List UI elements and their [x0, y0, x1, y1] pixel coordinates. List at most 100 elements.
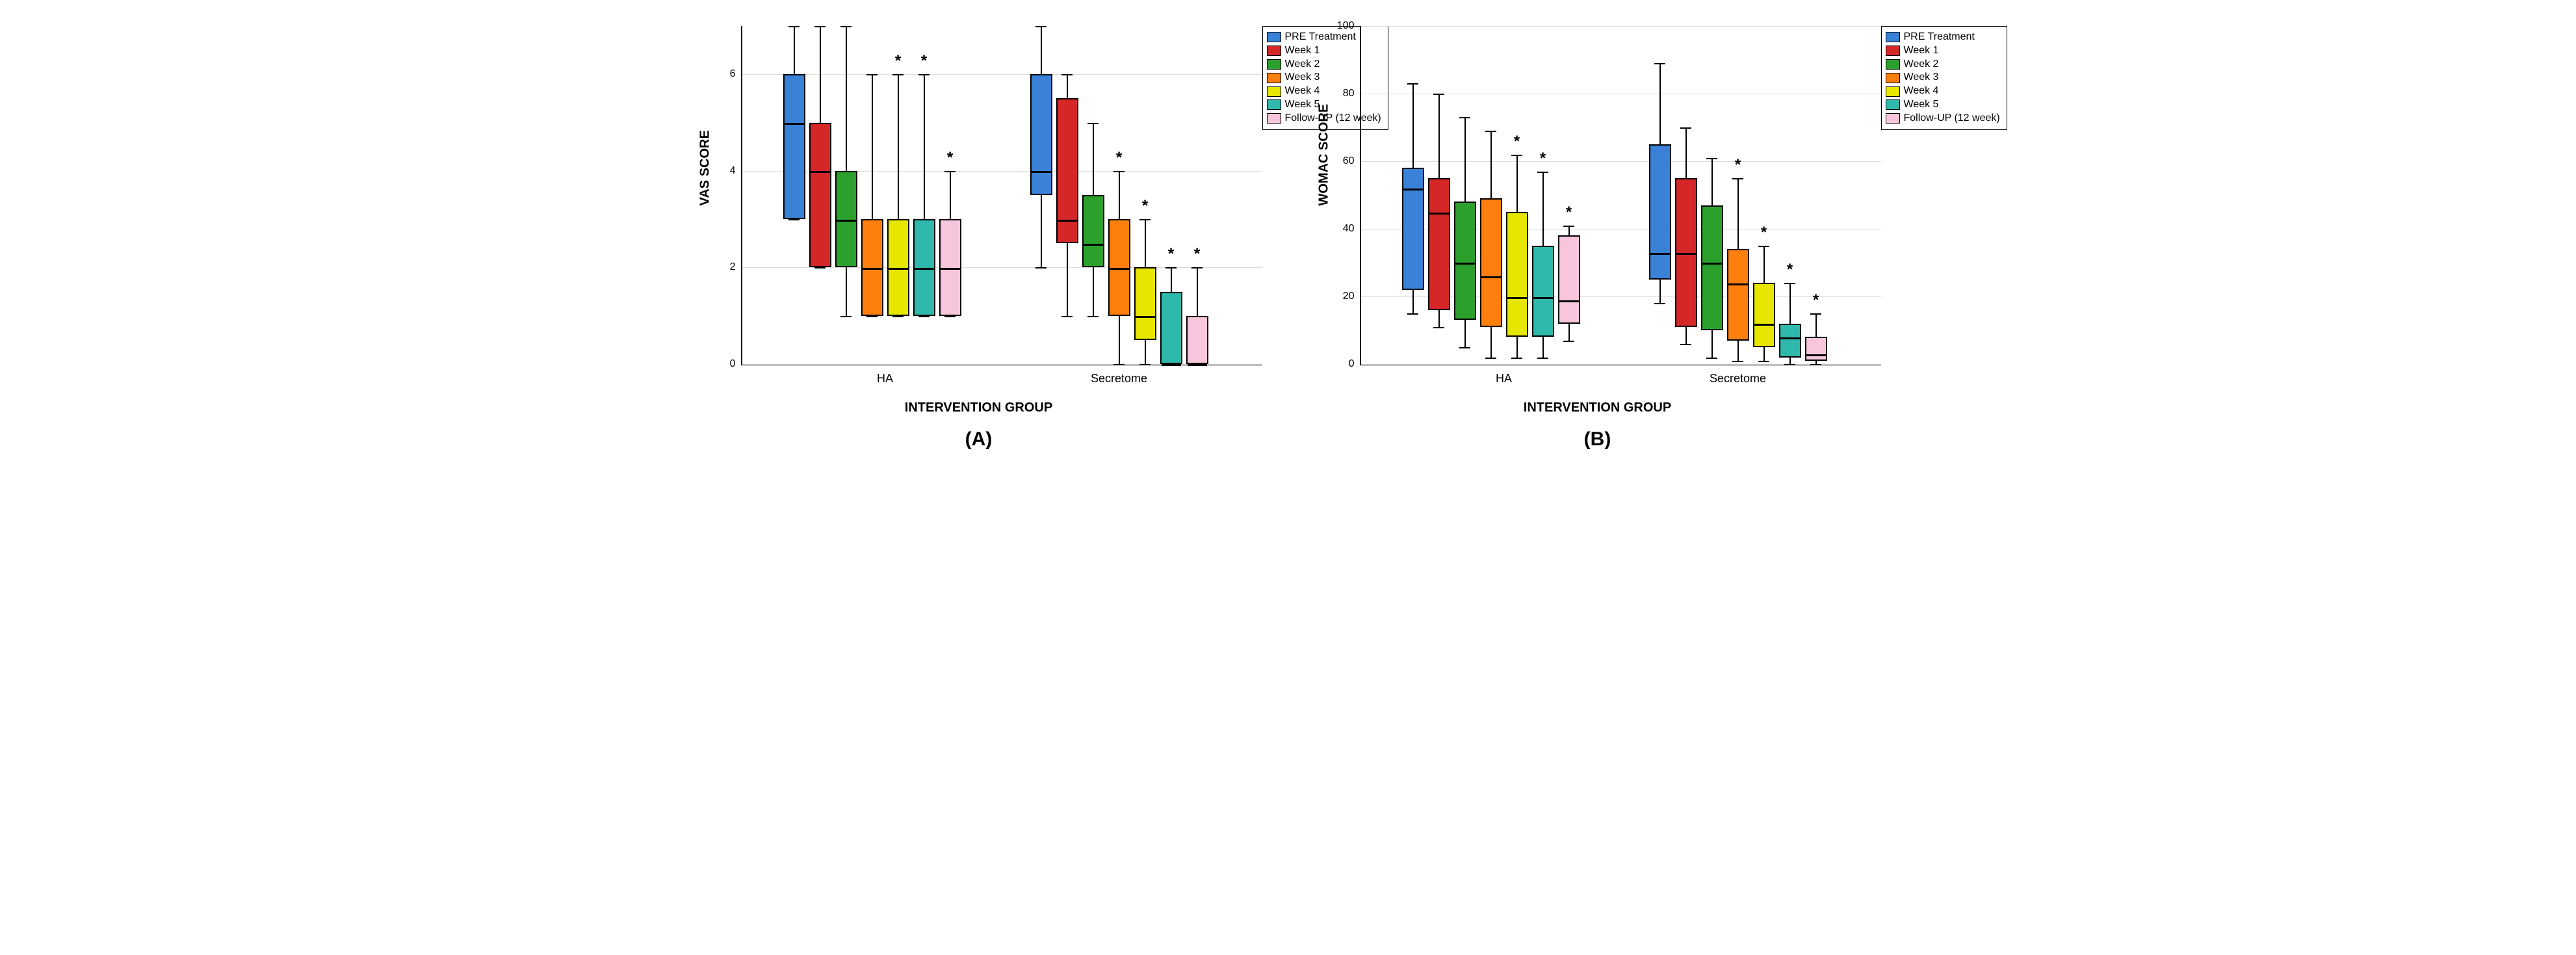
iqr-box	[835, 171, 857, 268]
iqr-box	[1779, 324, 1801, 358]
legend-label: Week 5	[1285, 98, 1320, 112]
whisker-lower	[1711, 330, 1713, 358]
panel-caption: (A)	[965, 428, 993, 451]
significance-star: *	[1787, 261, 1793, 279]
whisker-lower	[1568, 324, 1570, 341]
legend-swatch	[1267, 32, 1281, 42]
iqr-box	[1532, 246, 1554, 337]
whisker-cap	[944, 316, 956, 317]
whisker-cap	[1537, 358, 1548, 359]
whisker-cap	[1113, 171, 1125, 172]
whisker-cap	[1810, 364, 1821, 365]
significance-star: *	[1813, 291, 1819, 309]
boxplot-w4	[1506, 26, 1528, 364]
boxplot-w3	[1727, 26, 1749, 364]
boxplot-fu	[1558, 26, 1580, 364]
iqr-box	[1454, 202, 1476, 320]
whisker-cap	[1537, 172, 1548, 173]
whisker-cap	[1459, 347, 1470, 348]
y-tick-label: 6	[730, 68, 742, 80]
median-line	[1110, 268, 1129, 270]
legend-swatch	[1886, 73, 1900, 83]
y-axis-title: VAS SCORE	[697, 186, 712, 205]
boxplot-w5	[913, 26, 935, 364]
whisker-lower	[1464, 320, 1466, 347]
whisker-lower	[1067, 243, 1068, 315]
legend-swatch	[1886, 32, 1900, 42]
iqr-box	[1727, 249, 1749, 340]
whisker-cap	[1485, 131, 1496, 132]
median-line	[1702, 263, 1722, 265]
legend-label: Week 3	[1285, 71, 1320, 85]
y-tick-label: 60	[1343, 155, 1361, 167]
significance-star: *	[1168, 245, 1174, 263]
iqr-box	[1134, 267, 1156, 339]
whisker-cap	[892, 316, 904, 317]
whisker-upper	[1093, 123, 1094, 195]
significance-star: *	[1761, 224, 1767, 242]
iqr-box	[1160, 292, 1182, 364]
median-line	[1188, 364, 1207, 366]
iqr-box	[861, 219, 883, 316]
boxplot-w3	[1108, 26, 1130, 364]
median-line	[1806, 354, 1826, 356]
whisker-lower	[1737, 341, 1739, 361]
median-line	[1754, 324, 1774, 326]
legend-swatch	[1886, 113, 1900, 124]
boxplot-pre	[1649, 26, 1671, 364]
boxplot-w2	[1454, 26, 1476, 364]
legend-swatch	[1267, 59, 1281, 70]
whisker-cap	[1061, 74, 1073, 75]
legend-swatch	[1267, 86, 1281, 97]
gridline	[1361, 364, 1881, 365]
whisker-upper	[1685, 127, 1687, 178]
whisker-upper	[1711, 158, 1713, 205]
boxplot-w5	[1160, 26, 1182, 364]
whisker-upper	[872, 74, 873, 219]
whisker-cap	[866, 74, 878, 75]
boxplot-w2	[1701, 26, 1723, 364]
median-line	[811, 171, 830, 173]
legend-label: Follow-UP (12 week)	[1904, 112, 2000, 125]
whisker-cap	[1433, 327, 1444, 328]
significance-star: *	[1514, 133, 1520, 151]
whisker-upper	[1145, 219, 1146, 267]
whisker-cap	[944, 171, 956, 172]
median-line	[1481, 276, 1501, 278]
x-axis-title: INTERVENTION GROUP	[905, 400, 1052, 415]
median-line	[915, 268, 934, 270]
whisker-cap	[866, 316, 878, 317]
whisker-cap	[840, 316, 852, 317]
legend-item: Follow-UP (12 week)	[1886, 112, 2000, 125]
whisker-cap	[1511, 155, 1522, 156]
y-tick-label: 4	[730, 165, 742, 177]
boxplot-pre	[1030, 26, 1052, 364]
y-tick-label: 20	[1343, 291, 1361, 302]
iqr-box	[1056, 98, 1078, 243]
median-line	[1676, 253, 1696, 255]
iqr-box	[913, 219, 935, 316]
chart-wrap: VAS SCORE0246HA***Secretome****PRE Treat…	[696, 26, 1262, 365]
whisker-upper	[794, 26, 795, 74]
whisker-cap	[892, 74, 904, 75]
boxplot-w4	[1753, 26, 1775, 364]
whisker-cap	[788, 26, 800, 27]
iqr-box	[1082, 195, 1104, 267]
whisker-cap	[1407, 83, 1418, 85]
whisker-cap	[1758, 246, 1769, 247]
iqr-box	[1428, 178, 1450, 310]
boxplot-w3	[1480, 26, 1502, 364]
median-line	[785, 123, 804, 125]
whisker-cap	[1784, 364, 1795, 365]
boxplot-w5	[1779, 26, 1801, 364]
whisker-lower	[1659, 280, 1661, 303]
whisker-cap	[840, 26, 852, 27]
significance-star: *	[895, 52, 901, 70]
whisker-cap	[1087, 316, 1099, 317]
boxplot-w5	[1532, 26, 1554, 364]
median-line	[863, 268, 882, 270]
median-line	[1032, 171, 1051, 173]
whisker-cap	[1113, 364, 1125, 365]
boxplot-w1	[1056, 26, 1078, 364]
boxplot-pre	[783, 26, 805, 364]
